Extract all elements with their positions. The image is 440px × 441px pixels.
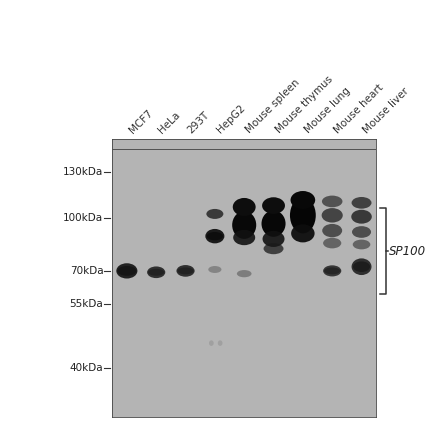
Ellipse shape bbox=[261, 210, 286, 237]
Ellipse shape bbox=[148, 269, 164, 276]
Text: SP100: SP100 bbox=[389, 245, 426, 258]
Text: 130kDa: 130kDa bbox=[63, 167, 103, 177]
Ellipse shape bbox=[351, 210, 372, 224]
Text: MCF7: MCF7 bbox=[127, 108, 154, 135]
Ellipse shape bbox=[117, 266, 136, 276]
Text: Mouse spleen: Mouse spleen bbox=[244, 78, 302, 135]
Text: Mouse thymus: Mouse thymus bbox=[274, 75, 334, 135]
Text: Mouse lung: Mouse lung bbox=[303, 86, 352, 135]
Ellipse shape bbox=[218, 340, 223, 346]
Ellipse shape bbox=[205, 229, 224, 243]
Ellipse shape bbox=[206, 209, 224, 219]
Ellipse shape bbox=[176, 265, 194, 277]
Ellipse shape bbox=[263, 231, 285, 247]
Ellipse shape bbox=[233, 230, 255, 245]
Ellipse shape bbox=[232, 211, 256, 239]
Ellipse shape bbox=[264, 243, 283, 254]
Text: HepG2: HepG2 bbox=[215, 103, 247, 135]
Text: 40kDa: 40kDa bbox=[70, 363, 103, 373]
Ellipse shape bbox=[237, 270, 252, 277]
Ellipse shape bbox=[116, 263, 137, 279]
Ellipse shape bbox=[352, 226, 371, 238]
Ellipse shape bbox=[209, 340, 214, 346]
Ellipse shape bbox=[324, 267, 340, 274]
Ellipse shape bbox=[352, 197, 371, 209]
Ellipse shape bbox=[323, 265, 341, 277]
Ellipse shape bbox=[353, 262, 370, 272]
Ellipse shape bbox=[353, 239, 370, 249]
Text: HeLa: HeLa bbox=[156, 110, 182, 135]
Ellipse shape bbox=[290, 197, 316, 233]
Text: Mouse liver: Mouse liver bbox=[362, 86, 411, 135]
Text: 70kDa: 70kDa bbox=[70, 266, 103, 276]
Ellipse shape bbox=[207, 232, 223, 240]
Ellipse shape bbox=[352, 258, 371, 275]
Text: 100kDa: 100kDa bbox=[63, 213, 103, 223]
Ellipse shape bbox=[323, 238, 341, 248]
Text: 55kDa: 55kDa bbox=[70, 299, 103, 309]
Ellipse shape bbox=[290, 191, 315, 209]
Ellipse shape bbox=[233, 198, 256, 216]
Ellipse shape bbox=[322, 224, 342, 237]
Ellipse shape bbox=[262, 197, 285, 214]
Ellipse shape bbox=[322, 208, 343, 223]
Ellipse shape bbox=[177, 267, 194, 274]
Text: Mouse heart: Mouse heart bbox=[332, 82, 385, 135]
Text: 293T: 293T bbox=[186, 110, 211, 135]
Ellipse shape bbox=[322, 196, 342, 207]
Ellipse shape bbox=[291, 224, 315, 243]
Ellipse shape bbox=[147, 266, 165, 278]
Ellipse shape bbox=[208, 266, 221, 273]
